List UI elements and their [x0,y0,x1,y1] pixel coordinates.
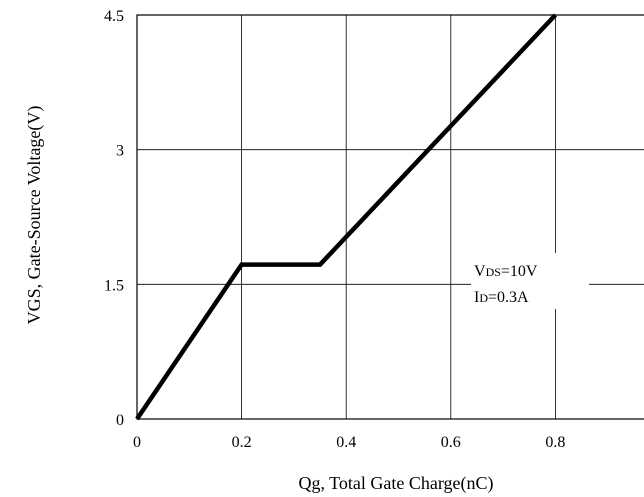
x-tick-label: 0.2 [232,434,252,451]
series-line [135,13,558,421]
x-tick-label: 0.8 [545,434,565,451]
x-tick-label: 0.6 [441,434,461,451]
plot-frame [136,14,644,420]
y-tick-label: 1.5 [104,277,124,294]
y-tick-label: 3 [116,143,124,160]
x-axis-title: Qg, Total Gate Charge(nC) [298,473,493,494]
y-axis-title: VGS, Gate-Source Voltage(V) [24,106,45,325]
y-tick-label: 4.5 [104,8,124,25]
grid-lines [137,15,644,419]
y-tick-label: 0 [116,412,124,429]
x-tick-labels: 00.20.40.60.81 [133,434,565,451]
annotation-id: ID=0.3A [474,289,529,306]
x-tick-label: 0.4 [336,434,356,451]
x-tick-label: 0 [133,434,141,451]
y-tick-labels: 0 1.5 3 4.5 [104,8,124,429]
annotation-box [471,253,589,309]
annotation-vds: VDS=10V [474,263,538,280]
